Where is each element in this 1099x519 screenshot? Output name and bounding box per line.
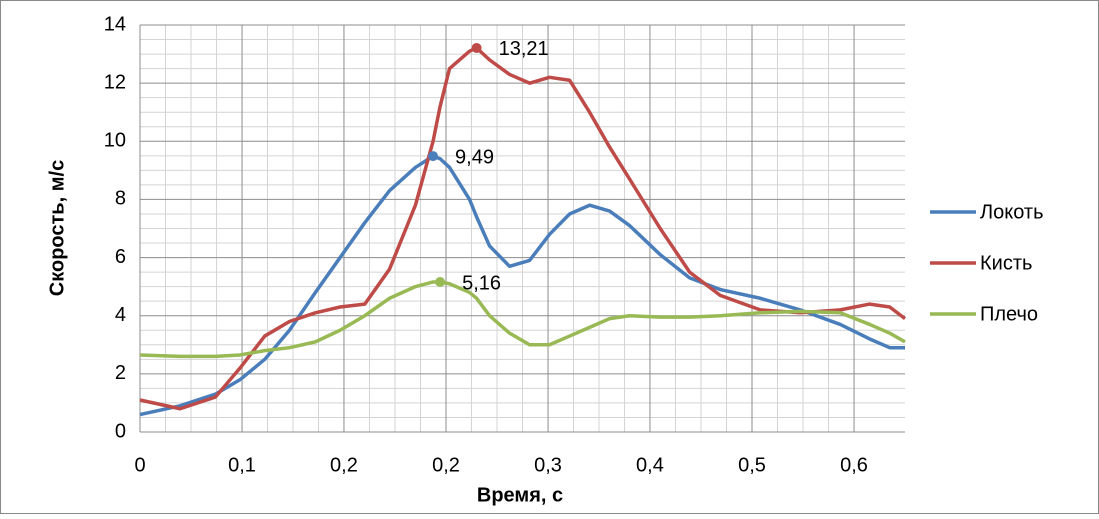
annotation-point: [428, 151, 439, 162]
y-tick-label: 14: [104, 13, 126, 35]
x-tick-label: 0,2: [330, 454, 358, 476]
y-tick-label: 8: [115, 188, 126, 210]
y-tick-label: 0: [115, 420, 126, 442]
y-tick-label: 4: [115, 304, 126, 326]
series-line: [139, 280, 906, 359]
annotation-label: 13,21: [499, 38, 549, 60]
x-tick-label: 0: [134, 454, 145, 476]
x-tick-label: 0,2: [432, 454, 460, 476]
x-tick-label: 0,3: [534, 454, 562, 476]
x-tick-label: 0,4: [636, 454, 664, 476]
y-tick-label: 12: [104, 71, 126, 93]
x-tick-label: 0,5: [738, 454, 766, 476]
annotation-label: 9,49: [455, 146, 494, 168]
x-axis-title: Время, с: [477, 484, 563, 506]
legend-label: Кисть: [980, 252, 1032, 274]
series-line: [139, 46, 907, 411]
x-tick-label: 0,6: [840, 454, 868, 476]
legend-label: Плечо: [980, 303, 1038, 325]
y-tick-label: 6: [115, 246, 126, 268]
annotation-point: [435, 276, 446, 287]
y-tick-label: 2: [115, 362, 126, 384]
x-tick-label: 0,1: [228, 454, 256, 476]
y-tick-label: 10: [104, 130, 126, 152]
annotation-point: [471, 42, 482, 53]
legend-label: Локоть: [980, 201, 1044, 223]
annotation-label: 5,16: [462, 272, 501, 294]
y-axis-title: Скорость, м/с: [46, 160, 68, 296]
